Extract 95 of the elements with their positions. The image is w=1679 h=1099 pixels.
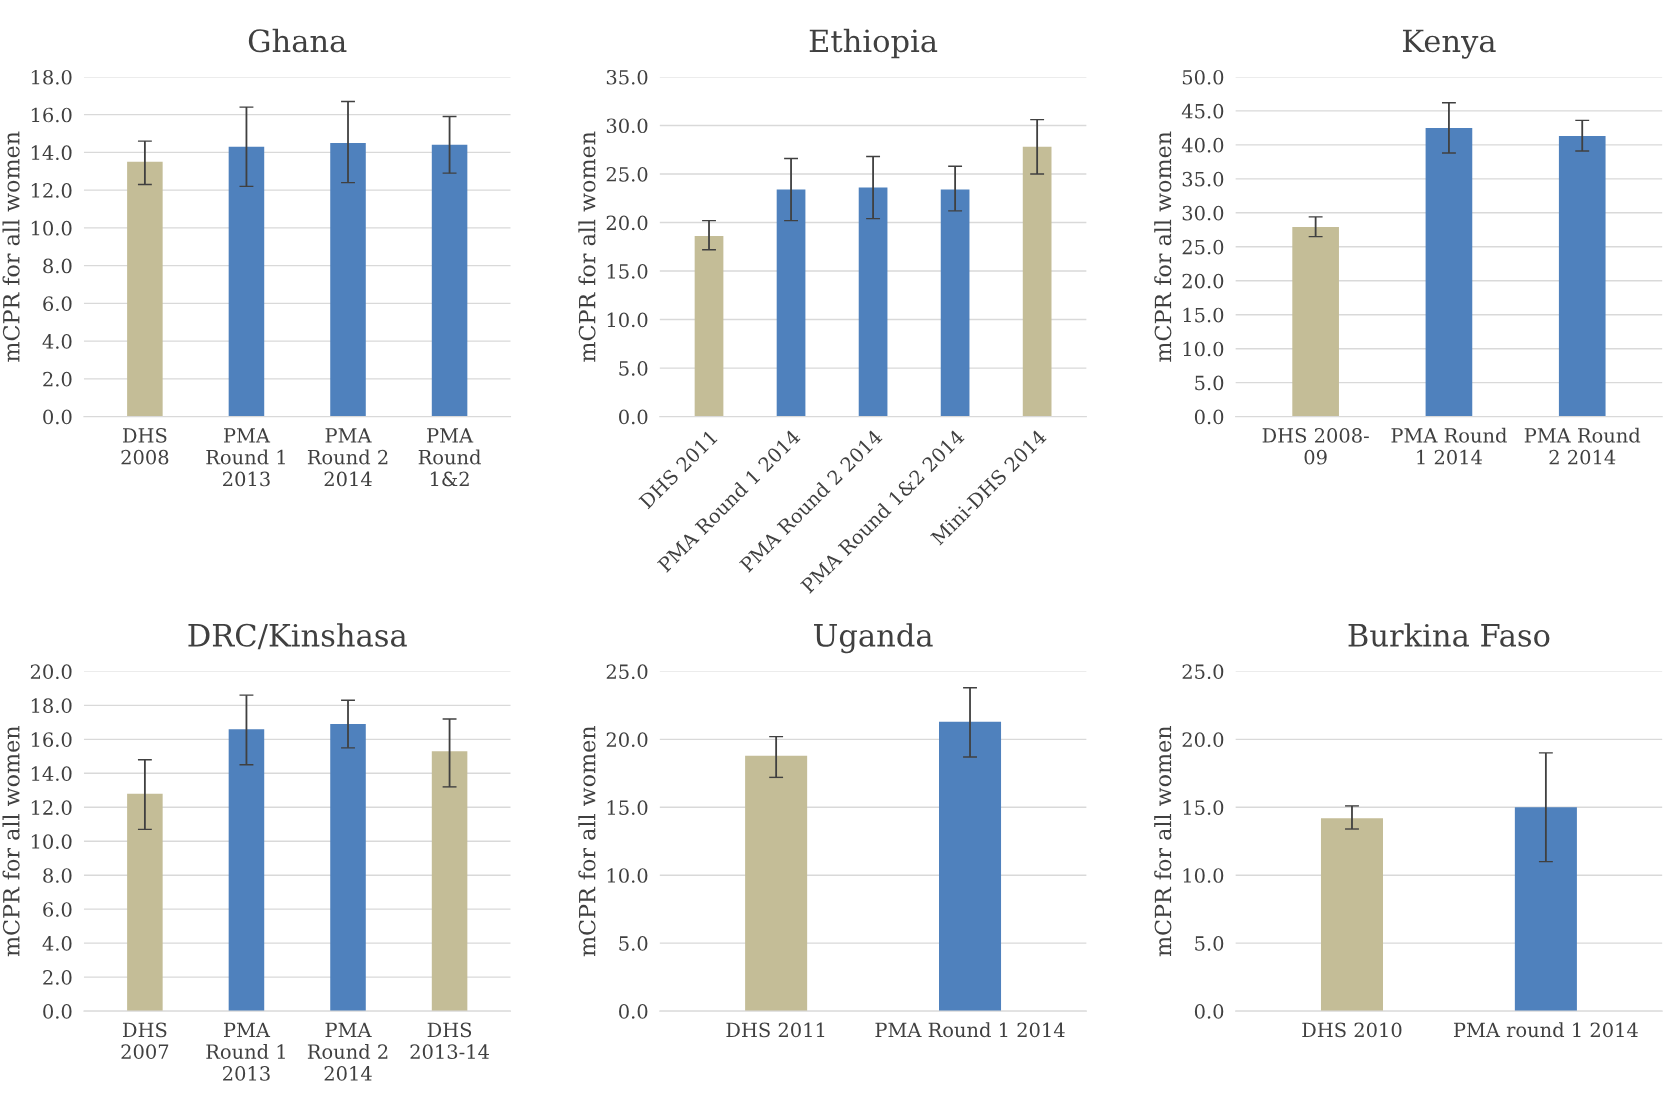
bar: [858, 187, 888, 417]
x-tick-label: DHS 2007: [121, 1022, 169, 1060]
y-tick-label: 20.0: [606, 732, 648, 747]
y-tick-label: 10.0: [31, 220, 72, 236]
bar: [940, 189, 970, 417]
y-tick-label: 15.0: [607, 264, 648, 279]
y-axis-title: mCPR for all women: [2, 131, 20, 362]
y-tick-label: 5.0: [619, 361, 648, 376]
y-tick-label: 8.0: [43, 258, 72, 274]
y-tick-label: 35.0: [1182, 171, 1224, 187]
x-tick-label: PMA Round 2 2014: [307, 1022, 388, 1081]
y-tick-label: 0.0: [43, 1004, 72, 1019]
bar: [228, 729, 265, 1012]
y-tick-label: 50.0: [1182, 69, 1224, 85]
chart-title: Uganda: [814, 623, 933, 654]
y-tick-label: 10.0: [607, 868, 648, 883]
bar: [1292, 227, 1339, 417]
y-tick-label: 5.0: [1195, 375, 1224, 391]
x-tick-label: DHS 2010: [1302, 1022, 1402, 1038]
bar: [1022, 146, 1052, 417]
y-axis-title: mCPR for all women: [1154, 726, 1172, 957]
x-tick-label: PMA Round 1 2014: [875, 1022, 1065, 1038]
y-tick-label: 20.0: [1182, 273, 1224, 289]
bar: [127, 161, 163, 417]
y-axis-title: mCPR for all women: [578, 131, 596, 362]
chart-title: DRC/Kinshasa: [188, 623, 407, 650]
y-tick-label: 0.0: [619, 409, 648, 425]
bar: [127, 793, 163, 1012]
chart-title: Burkina Faso: [1348, 623, 1550, 647]
y-tick-label: 25.0: [606, 166, 648, 182]
y-tick-label: 0.0: [1194, 409, 1224, 425]
y-tick-label: 18.0: [31, 698, 72, 714]
x-tick-label: DHS 2013-14: [410, 1022, 489, 1060]
x-tick-label: DHS 2008- 09: [1262, 428, 1369, 465]
y-tick-label: 10.0: [607, 312, 648, 328]
bar: [694, 236, 724, 417]
y-tick-label: 5.0: [619, 936, 648, 951]
y-tick-label: 20.0: [1182, 732, 1224, 747]
y-tick-label: 2.0: [43, 371, 72, 387]
bar: [431, 144, 468, 417]
y-tick-label: 14.0: [31, 145, 72, 161]
bar: [431, 751, 468, 1012]
chart-title: Ethiopia: [809, 28, 938, 59]
y-axis-title: mCPR for all women: [2, 726, 20, 957]
x-tick-label: DHS 2011: [726, 1022, 825, 1038]
y-tick-label: 16.0: [31, 732, 72, 747]
y-tick-label: 6.0: [43, 296, 72, 312]
chart-title: Kenya: [1402, 29, 1496, 59]
y-tick-label: 25.0: [1182, 664, 1224, 680]
y-tick-label: 15.0: [1183, 800, 1224, 815]
y-tick-label: 4.0: [42, 936, 72, 951]
x-tick-label: PMA Round 2 2014: [307, 428, 388, 487]
y-tick-label: 20.0: [30, 664, 72, 680]
y-tick-label: 10.0: [31, 834, 72, 849]
y-tick-label: 5.0: [1195, 936, 1224, 951]
y-tick-label: 4.0: [42, 334, 72, 349]
chart-title: Ghana: [248, 28, 347, 53]
y-tick-label: 0.0: [1194, 1004, 1224, 1019]
x-tick-label: PMA Round 1&2: [418, 428, 481, 487]
y-tick-label: 18.0: [31, 69, 72, 85]
bar: [330, 142, 366, 417]
x-tick-label: PMA Round 1 2013: [206, 428, 285, 487]
y-tick-label: 15.0: [1183, 307, 1224, 323]
y-tick-label: 25.0: [606, 664, 648, 680]
bar: [1425, 127, 1473, 417]
y-tick-label: 25.0: [1182, 239, 1224, 255]
bar: [1558, 136, 1606, 417]
y-tick-label: 45.0: [1181, 103, 1224, 119]
y-tick-label: 35.0: [606, 69, 648, 85]
x-tick-label: PMA Round 1 2013: [206, 1022, 285, 1081]
y-tick-label: 15.0: [607, 800, 648, 815]
y-tick-label: 12.0: [31, 800, 72, 815]
y-tick-label: 8.0: [43, 868, 72, 883]
y-tick-label: 30.0: [1182, 205, 1224, 221]
y-tick-label: 0.0: [619, 1004, 648, 1019]
bar: [330, 724, 366, 1012]
y-tick-label: 2.0: [43, 970, 72, 985]
y-tick-label: 10.0: [1183, 341, 1224, 357]
bar: [776, 189, 806, 417]
y-tick-label: 30.0: [606, 118, 648, 134]
y-tick-label: 16.0: [31, 107, 72, 123]
x-tick-label: PMA Round 2 2014: [1524, 427, 1641, 465]
y-tick-label: 0.0: [43, 409, 72, 425]
x-tick-label: DHS 2008: [121, 428, 169, 465]
y-tick-label: 10.0: [1183, 868, 1224, 883]
y-tick-label: 6.0: [43, 902, 72, 917]
x-tick-label: PMA Round 1 2014: [1391, 427, 1507, 465]
bar: [228, 146, 265, 417]
x-tick-label: PMA round 1 2014: [1453, 1022, 1638, 1038]
y-tick-label: 12.0: [31, 183, 72, 198]
y-tick-label: 20.0: [606, 215, 648, 231]
y-tick-label: 14.0: [31, 766, 72, 781]
y-axis-title: mCPR for all women: [578, 726, 596, 957]
y-axis-title: mCPR for all women: [1154, 131, 1172, 362]
y-tick-label: 40.0: [1181, 137, 1224, 153]
